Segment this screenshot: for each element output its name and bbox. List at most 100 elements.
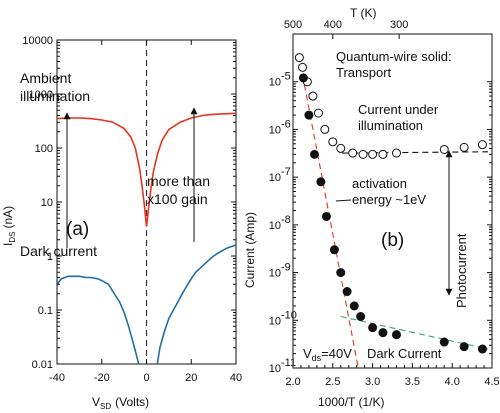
panel-b-title-line1: Quantum-wire solid: bbox=[336, 49, 452, 64]
dark-current-point bbox=[304, 110, 314, 120]
panel-a-y-tick-label: 1000 bbox=[29, 89, 53, 101]
vds-label: Vds=40V bbox=[303, 346, 352, 363]
illumination-point bbox=[358, 149, 368, 159]
vds-main: V bbox=[303, 346, 312, 361]
illumination-label-line2: illumination bbox=[358, 118, 423, 133]
panel-a-y-tick-label: 1 bbox=[47, 251, 53, 263]
panel-a-y-axis-title: IDS (nA) bbox=[1, 206, 17, 246]
dark-current-point bbox=[349, 301, 359, 311]
panel-a-x-tick-label: -40 bbox=[49, 372, 65, 384]
panel-b-y-tick-label: 10 bbox=[269, 77, 281, 89]
gain-label-line1: more than bbox=[147, 173, 210, 189]
panel-a-x-ticks: -40 -20 0 20 40 bbox=[49, 40, 242, 384]
dark-current-point bbox=[378, 328, 388, 338]
activation-label-line2: energy ~1eV bbox=[352, 192, 426, 207]
illumination-point bbox=[439, 144, 449, 154]
panel-b-x-tick-label: 3.0 bbox=[365, 376, 380, 388]
panel-a-y-title-sub: DS bbox=[8, 232, 17, 243]
dark-current-point bbox=[459, 342, 469, 352]
panel-a-x-title-main: V bbox=[92, 395, 100, 409]
illumination-point bbox=[294, 53, 304, 63]
panel-b-y-tick-exponent: -7 bbox=[281, 166, 291, 178]
ambient-label-line1: Ambient bbox=[20, 70, 71, 86]
illumination-point bbox=[459, 142, 469, 152]
panel-b-y-tick-exponent: -5 bbox=[281, 71, 291, 83]
illumination-point bbox=[378, 149, 388, 159]
dark-current-point bbox=[336, 268, 346, 278]
illumination-point bbox=[320, 124, 330, 134]
illumination-point bbox=[336, 143, 346, 153]
panel-b-x-tick-label: 4.0 bbox=[445, 376, 460, 388]
illumination-point bbox=[368, 149, 378, 159]
panel-a-x-axis-title: VSD (Volts) bbox=[92, 395, 149, 411]
panel-b-x-tick-label: 3.5 bbox=[405, 376, 420, 388]
panel-b-y-tick-label: 10 bbox=[269, 315, 281, 327]
illumination-point bbox=[313, 108, 323, 118]
panel-b-y-tick-label: 10 bbox=[269, 220, 281, 232]
panel-a: -40 -20 0 20 40 0.01 0.1 1 10 100 1000 10000 Ambie… bbox=[1, 35, 242, 411]
panel-a-y-tick-label: 10 bbox=[41, 197, 53, 209]
dark-current-point bbox=[477, 344, 487, 354]
panel-b-label: (b) bbox=[381, 230, 404, 251]
panel-a-y-tick-label: 0.01 bbox=[32, 359, 53, 371]
panel-b-top-tick-label: 400 bbox=[324, 19, 342, 31]
panel-a-y-tick-label: 0.1 bbox=[38, 305, 53, 317]
panel-a-x-tick-label: 20 bbox=[185, 372, 197, 384]
dark-current-point bbox=[321, 211, 331, 221]
vds-value: =40V bbox=[321, 346, 352, 361]
dark-current-point bbox=[298, 73, 308, 83]
illumination-point bbox=[348, 148, 358, 158]
dark-current-point bbox=[309, 149, 319, 159]
photocurrent-label: Photocurrent bbox=[454, 233, 469, 308]
ambient-label-line2: illumination bbox=[20, 88, 90, 104]
illumination-point bbox=[308, 91, 318, 101]
panel-b-x-tick-label: 2.0 bbox=[285, 376, 300, 388]
panel-b-y-axis-title: Current (Amp) bbox=[243, 212, 257, 288]
illumination-point bbox=[328, 137, 338, 147]
panel-b-y-tick-exponent: -10 bbox=[281, 309, 297, 321]
dark-current-point bbox=[329, 245, 339, 255]
panel-b-plot-area bbox=[292, 33, 493, 369]
panel-a-y-title-unit: (nA) bbox=[1, 206, 15, 229]
panel-b-y-tick-label: 10 bbox=[269, 124, 281, 136]
panel-a-x-title-unit: (Volts) bbox=[115, 395, 149, 409]
activation-pointer bbox=[335, 199, 352, 202]
panel-b-y-tick-exponent: -11 bbox=[281, 357, 296, 369]
dark-current-point bbox=[368, 323, 378, 333]
panel-b-top-tick-label: 300 bbox=[390, 19, 408, 31]
illumination-point bbox=[298, 62, 308, 72]
panel-b-x-ticks: 2.0 2.5 3.0 3.5 4.0 4.5 bbox=[285, 363, 500, 388]
dark-current-point bbox=[356, 312, 366, 322]
illumination-point bbox=[477, 140, 487, 150]
dark-current-label-b: Dark Current bbox=[367, 346, 442, 361]
illumination-label-line1: Current under bbox=[358, 102, 439, 117]
panel-b-y-tick-label: 10 bbox=[269, 268, 281, 280]
panel-a-series-0 bbox=[57, 112, 236, 227]
panel-b-y-tick-exponent: -9 bbox=[281, 262, 291, 274]
panel-a-series-1 bbox=[57, 244, 236, 364]
panel-b-x-tick-label: 2.5 bbox=[325, 376, 340, 388]
dark-current-point bbox=[316, 177, 326, 187]
panel-b-x-tick-label: 4.5 bbox=[484, 376, 499, 388]
panel-a-y-title-main: I bbox=[1, 243, 15, 246]
panel-a-y-tick-label: 10000 bbox=[22, 35, 53, 47]
activation-label-line1: activation bbox=[352, 176, 407, 191]
panel-a-x-tick-label: 40 bbox=[230, 372, 242, 384]
vds-sub: ds bbox=[312, 353, 322, 363]
panel-b-y-tick-label: 10 bbox=[269, 172, 281, 184]
panel-b-y-tick-label: 10 bbox=[269, 363, 281, 375]
panel-b-y-tick-exponent: -6 bbox=[281, 118, 291, 130]
panel-a-y-ticks: 0.01 0.1 1 10 100 1000 10000 bbox=[22, 35, 236, 371]
panel-a-x-tick-label: 0 bbox=[143, 372, 149, 384]
panel-a-x-title-sub: SD bbox=[100, 402, 111, 411]
panel-b-y-tick-exponent: -8 bbox=[281, 214, 291, 226]
illumination-point bbox=[391, 148, 401, 158]
panel-a-x-tick-label: -20 bbox=[94, 372, 110, 384]
panel-b-frame bbox=[292, 33, 493, 369]
panel-b-top-axis-title: T (K) bbox=[350, 6, 376, 20]
panel-b-title-line2: Transport bbox=[336, 65, 392, 80]
dark-current-point bbox=[439, 337, 449, 347]
